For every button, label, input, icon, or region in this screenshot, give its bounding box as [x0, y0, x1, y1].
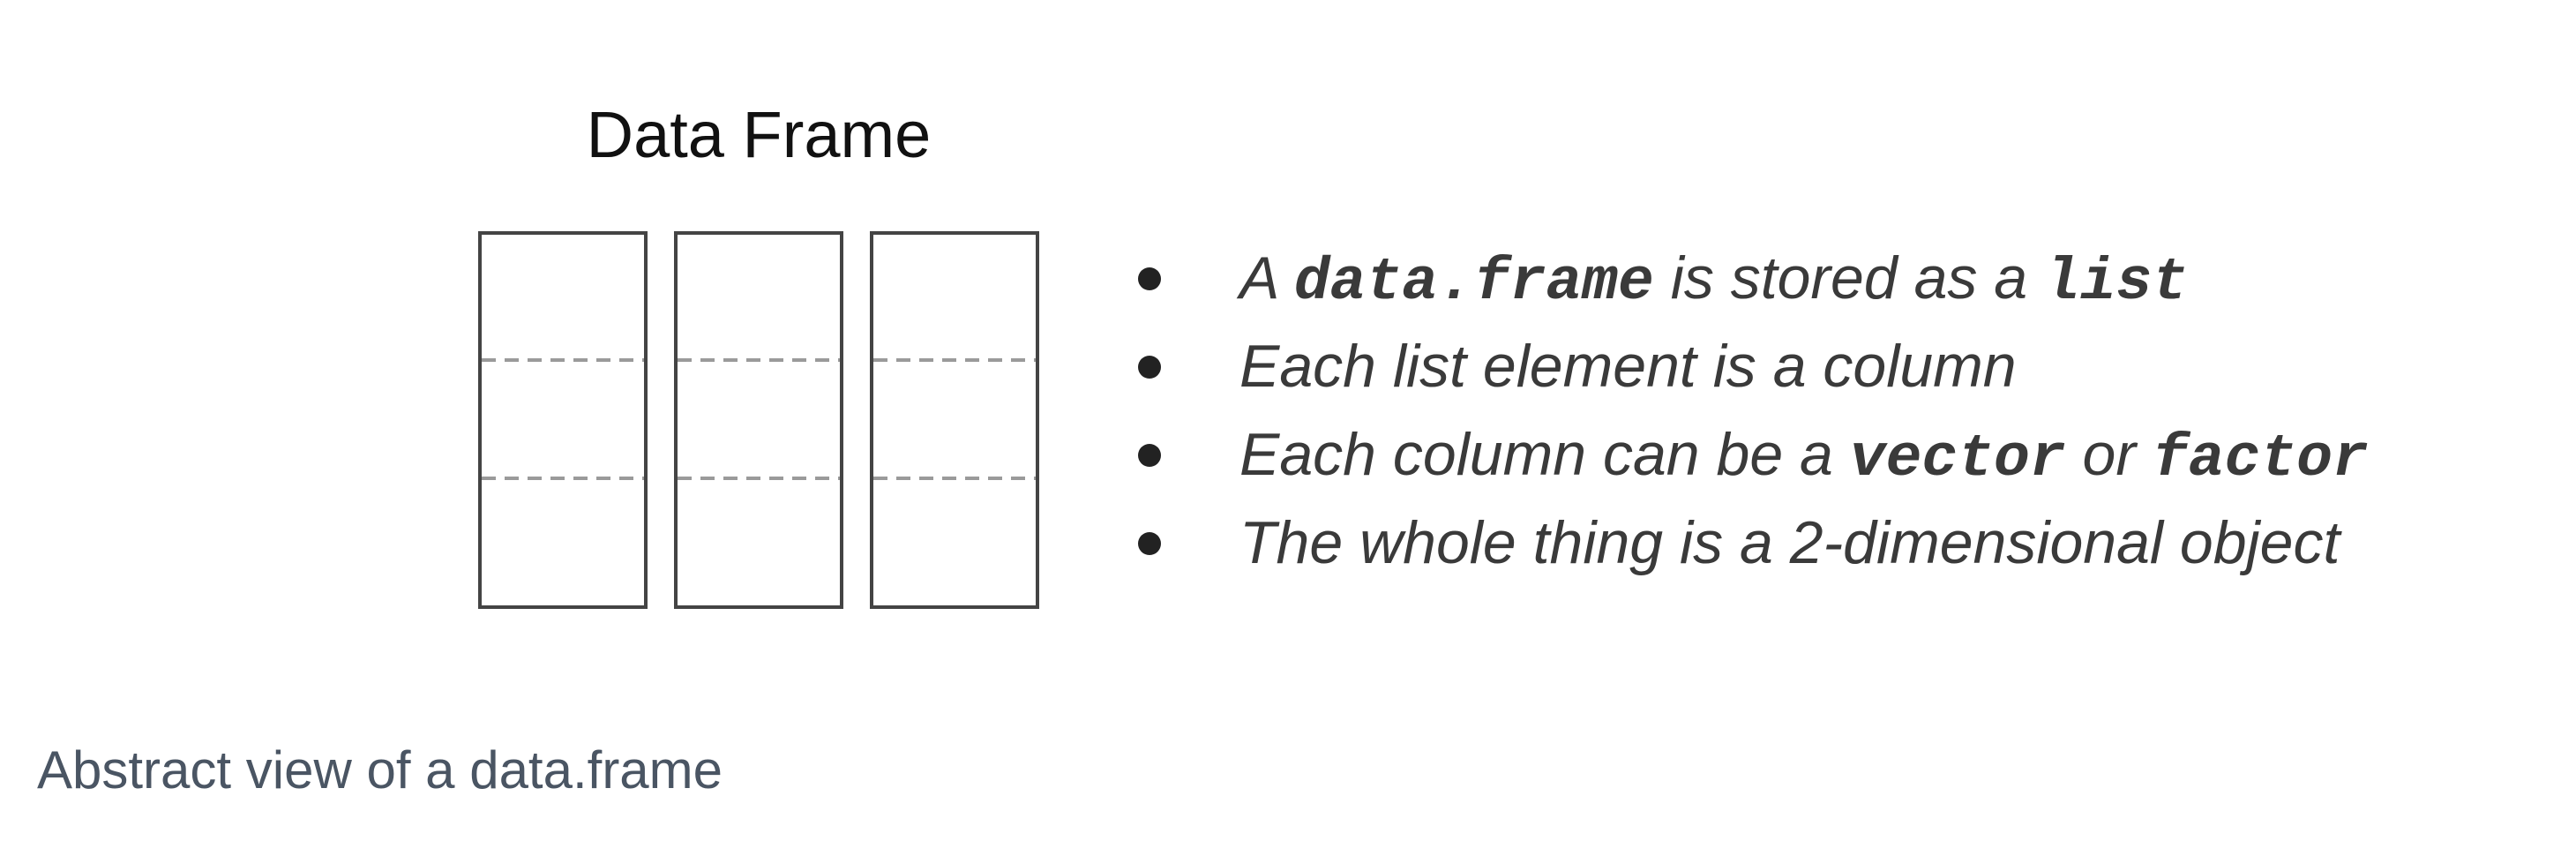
- bullet-text: Each list element is a column: [1239, 333, 2017, 400]
- bullet-list: A data.frame is stored as a list Each lis…: [1138, 234, 2369, 587]
- bullet-dot-icon: [1138, 356, 1161, 379]
- bullet-item: Each column can be a vector or factor: [1138, 410, 2369, 499]
- bullet-item: Each list element is a column: [1138, 322, 2369, 410]
- bullet-text: is stored as a: [1653, 244, 2045, 312]
- bullet-text: or: [2065, 421, 2153, 488]
- data-frame-columns: [478, 231, 1039, 609]
- column-box-1: [478, 231, 648, 609]
- code-term: data.frame: [1293, 249, 1654, 317]
- bullet-dot-icon: [1138, 444, 1161, 467]
- bullet-item: A data.frame is stored as a list: [1138, 234, 2369, 322]
- bullet-dot-icon: [1138, 267, 1161, 290]
- column-box-2: [674, 231, 843, 609]
- code-term: list: [2044, 249, 2189, 317]
- column-box-3: [870, 231, 1039, 609]
- data-frame-figure: Data Frame A data.frame is stored as a l…: [478, 98, 2369, 609]
- bullet-text: The whole thing is a 2-dimensional objec…: [1239, 509, 2340, 576]
- bullet-item: The whole thing is a 2-dimensional objec…: [1138, 499, 2369, 587]
- code-term: vector: [1849, 425, 2066, 493]
- figure-caption: Abstract view of a data.frame: [37, 740, 723, 800]
- bullet-dot-icon: [1138, 532, 1161, 555]
- code-term: factor: [2152, 425, 2369, 493]
- diagram-title: Data Frame: [586, 98, 932, 171]
- bullet-text: A: [1239, 244, 1294, 312]
- bullet-text: Each column can be a: [1239, 421, 1850, 488]
